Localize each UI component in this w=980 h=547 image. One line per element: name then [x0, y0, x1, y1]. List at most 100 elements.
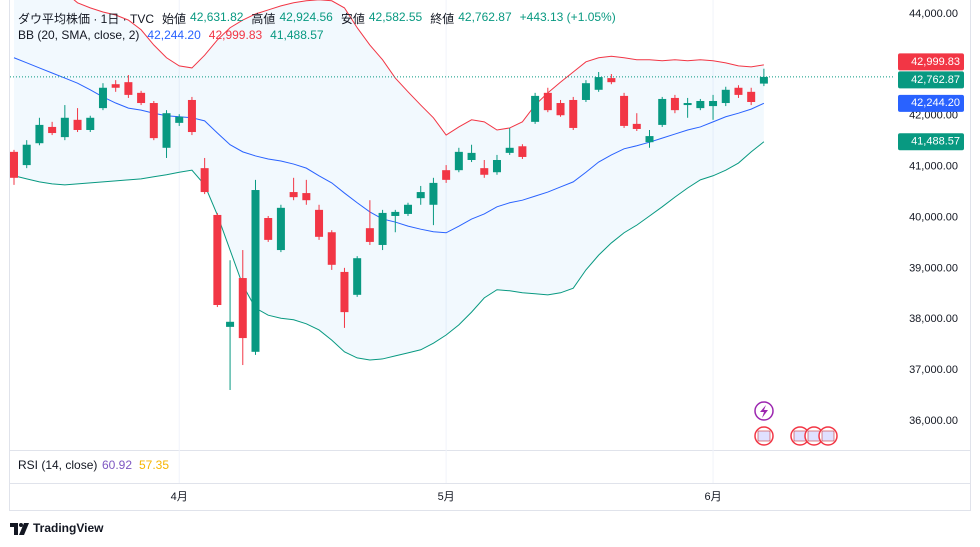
- candle-body: [276, 207, 285, 251]
- candle-body: [73, 119, 82, 130]
- candle-body: [302, 193, 311, 201]
- candle-body: [581, 83, 590, 100]
- price-badge-label: 42,762.87: [911, 74, 960, 86]
- candle-body: [35, 124, 44, 144]
- candle-body: [594, 77, 603, 90]
- candle-body: [620, 95, 629, 126]
- candle-body: [569, 99, 578, 128]
- event-icons: [754, 401, 838, 446]
- candle-body: [404, 204, 413, 214]
- candle-body: [543, 92, 552, 111]
- indicator-value: 41,488.57: [270, 28, 324, 42]
- candle-body: [60, 117, 69, 138]
- indicator-value: 42,999.83: [208, 28, 263, 42]
- price-badge: [898, 94, 964, 112]
- candle-body: [518, 146, 527, 157]
- candle-body: [111, 84, 120, 88]
- candle-body: [187, 99, 196, 133]
- candle-body: [696, 100, 705, 109]
- band-line: [73, 0, 764, 136]
- tv-logo-icon: [10, 523, 29, 535]
- symbol: ダウ平均株価 · 1日 · TVC: [18, 12, 155, 26]
- candle-body: [98, 87, 107, 109]
- y-tick-label: 38,000.00: [909, 313, 958, 325]
- y-tick-label: 37,000.00: [909, 364, 958, 376]
- candle-body: [709, 100, 718, 107]
- candle-body: [353, 258, 362, 295]
- candle-body: [86, 117, 95, 130]
- candle-body: [454, 151, 463, 171]
- price-badge-label: 41,488.57: [911, 136, 960, 148]
- indicator-value: 42,244.20: [147, 28, 201, 42]
- ohlc-value: 42,762.87: [458, 10, 512, 24]
- candle-body: [378, 212, 387, 245]
- change: +443.13 (+1.05%): [519, 10, 616, 24]
- y-tick-label: 40,000.00: [909, 211, 958, 223]
- band-fill: [14, 0, 764, 360]
- candle-body: [200, 168, 209, 193]
- flag-icons[interactable]: [754, 426, 838, 446]
- price-badge-label: 42,999.83: [911, 56, 960, 68]
- candle-body: [505, 147, 514, 153]
- ohlc-label: 終値: [430, 12, 455, 26]
- candle-body: [531, 95, 540, 122]
- rsi-value: 57.35: [139, 458, 169, 472]
- y-tick-label: 36,000.00: [909, 415, 958, 427]
- candle-body: [149, 103, 158, 139]
- x-tick-label: 5月: [438, 491, 455, 503]
- price-pane: [10, 0, 895, 390]
- indicator-legend: BB (20, SMA, close, 2) 42,244.20 42,999.…: [18, 28, 324, 42]
- ohlc-label: 始値: [162, 12, 187, 26]
- candle-body: [670, 97, 679, 111]
- indicator-title: BB (20, SMA, close, 2): [18, 28, 140, 42]
- price-badge-label: 42,244.20: [911, 97, 960, 109]
- candle-body: [327, 232, 336, 265]
- x-tick-label: 6月: [704, 491, 721, 503]
- candle-body: [658, 98, 667, 125]
- candle-body: [289, 192, 298, 198]
- candle-body: [734, 87, 743, 95]
- ohlc-label: 安値: [340, 12, 365, 26]
- candle-body: [226, 321, 235, 327]
- candle-body: [264, 218, 273, 240]
- candle-body: [645, 136, 654, 143]
- candle-body: [556, 103, 565, 116]
- candle-body: [480, 168, 489, 175]
- y-tick-label: 41,000.00: [909, 161, 958, 173]
- candle-body: [137, 92, 146, 104]
- price-badge: [898, 71, 964, 89]
- y-tick-label: 39,000.00: [909, 262, 958, 274]
- band-line: [13, 57, 765, 234]
- candle-body: [315, 209, 324, 237]
- price-badge: [898, 53, 964, 71]
- symbol-legend: ダウ平均株価 · 1日 · TVC 始値 42,631.82 高値 42,924.5…: [18, 10, 616, 27]
- candle-body: [632, 123, 641, 129]
- candle-body: [365, 228, 374, 242]
- rsi-title: RSI (14, close): [18, 458, 97, 472]
- candle-body: [213, 214, 222, 306]
- price-badge: [898, 133, 964, 151]
- candle-body: [416, 192, 425, 199]
- ohlc-value: 42,631.82: [190, 10, 244, 24]
- candle-body: [429, 182, 438, 205]
- x-tick-label: 4月: [171, 491, 188, 503]
- ohlc-value: 42,582.55: [368, 10, 423, 24]
- candle-body: [683, 103, 692, 106]
- candle-body: [162, 113, 171, 148]
- y-tick-label: 42,000.00: [909, 110, 958, 122]
- ohlc-value: 42,924.56: [279, 10, 333, 24]
- candle-body: [10, 151, 18, 178]
- candle-body: [48, 126, 57, 134]
- candle-body: [22, 144, 31, 166]
- ohlc-label: 高値: [251, 12, 276, 26]
- candle-body: [759, 76, 768, 84]
- candle-body: [442, 170, 451, 180]
- lightning: [760, 405, 768, 418]
- candle-body: [467, 152, 476, 161]
- candle-body: [340, 271, 349, 313]
- candle-body: [124, 82, 133, 95]
- candle-body: [391, 211, 400, 216]
- candle-body: [175, 116, 184, 123]
- candle-body: [607, 78, 616, 83]
